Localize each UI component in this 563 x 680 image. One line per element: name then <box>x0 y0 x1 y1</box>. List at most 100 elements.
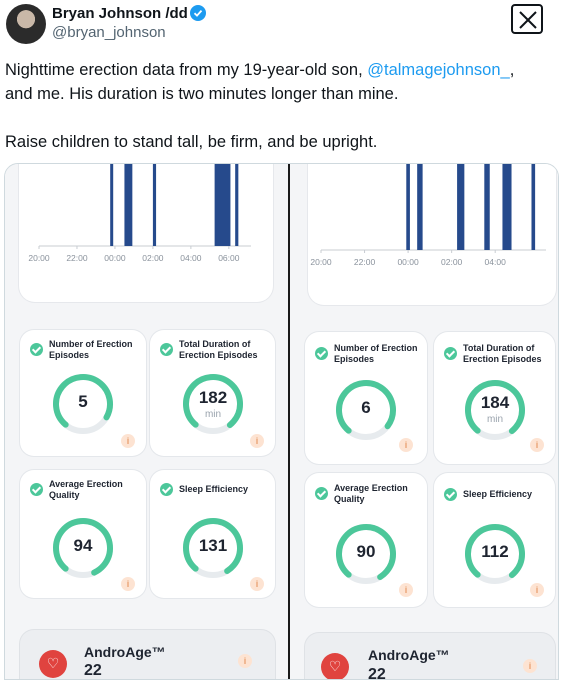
right-metric-episodes[interactable]: Number of Erection Episodes 6 i <box>305 332 427 464</box>
ring-progress <box>336 524 396 584</box>
right-metric-quality[interactable]: Average Erection Quality 90 i <box>305 473 427 607</box>
episode-bar <box>235 164 239 246</box>
info-icon[interactable]: i <box>399 583 413 597</box>
tweet-header: Bryan Johnson /dd @bryan_johnson <box>0 0 563 48</box>
x-tick-label: 20:00 <box>310 257 332 267</box>
heart-icon: ♡ <box>328 658 342 674</box>
check-icon <box>160 483 173 496</box>
x-tick-label: 22:00 <box>354 257 376 267</box>
episode-bar <box>406 164 410 250</box>
episode-bar <box>502 164 512 250</box>
ring-progress <box>183 518 243 578</box>
right-panel: 20:00 22:00 00:00 02:00 04:00 Number of Erec… <box>290 164 558 680</box>
left-panel: 20:00 22:00 00:00 02:00 04:00 06:00 Number of… <box>5 164 288 679</box>
x-tick-label: 04:00 <box>180 253 202 263</box>
right-metric-sleep[interactable]: Sleep Efficiency 112 i <box>434 473 555 607</box>
progress-ring <box>336 380 396 440</box>
panel-divider <box>288 164 290 679</box>
tweet-text: Nighttime erection data from my 19-year-… <box>5 58 555 154</box>
metric-unit: min <box>204 409 222 420</box>
check-icon <box>30 483 43 496</box>
androage-label: AndroAge™ <box>368 647 450 663</box>
left-androage-card[interactable]: ♡ AndroAge™ 22 i <box>20 630 275 679</box>
tweet-text-comma: , <box>509 61 515 79</box>
display-name[interactable]: Bryan Johnson /dd <box>52 5 188 22</box>
left-metric-sleep[interactable]: Sleep Efficiency 131 i <box>150 470 275 598</box>
tweet-media[interactable]: 20:00 22:00 00:00 02:00 04:00 06:00 Number of… <box>4 163 559 680</box>
info-icon[interactable]: i <box>530 438 544 452</box>
x-tick-label: 00:00 <box>397 257 419 267</box>
check-icon <box>444 347 457 360</box>
check-icon <box>30 343 43 356</box>
androage-label: AndroAge™ <box>84 644 166 660</box>
right-chart-card: 20:00 22:00 00:00 02:00 04:00 <box>308 164 556 305</box>
episode-bar <box>124 164 133 246</box>
x-logo-icon <box>519 11 537 29</box>
check-icon <box>315 347 328 360</box>
progress-ring <box>465 524 525 584</box>
episode-bar <box>531 164 536 250</box>
right-metric-duration[interactable]: Total Duration of Erection Episodes 184 … <box>434 332 555 464</box>
metric-title: Number of Erection Episodes <box>334 343 418 364</box>
metric-title: Sleep Efficiency <box>463 489 533 499</box>
episode-bar <box>110 164 114 246</box>
metric-value: 5 <box>78 392 88 411</box>
info-icon[interactable]: i <box>530 583 544 597</box>
metric-title: Average Erection Quality <box>49 479 123 500</box>
metric-title: Total Duration of Erection Episodes <box>179 339 258 360</box>
x-tick-label: 02:00 <box>441 257 463 267</box>
metric-title: Number of Erection Episodes <box>49 339 133 360</box>
x-tick-label: 00:00 <box>104 253 126 263</box>
left-metric-duration[interactable]: Total Duration of Erection Episodes 182 … <box>150 330 275 456</box>
metric-value: 90 <box>356 542 376 561</box>
avatar[interactable] <box>6 4 46 44</box>
left-chart-card: 20:00 22:00 00:00 02:00 04:00 06:00 <box>19 164 273 302</box>
tweet-text-line3: Raise children to stand tall, be firm, a… <box>5 133 378 151</box>
episode-bar <box>484 164 490 250</box>
ring-progress <box>52 374 113 434</box>
metric-value: 182 <box>198 388 228 407</box>
x-tick-label: 22:00 <box>66 253 88 263</box>
left-metric-quality[interactable]: Average Erection Quality 94 i <box>20 470 146 598</box>
info-icon[interactable]: i <box>250 577 264 591</box>
episode-bar <box>457 164 465 250</box>
info-icon[interactable]: i <box>121 577 135 591</box>
right-androage-card[interactable]: ♡ AndroAge™ 22 i <box>305 633 555 680</box>
progress-ring <box>465 380 525 440</box>
info-icon[interactable]: i <box>250 434 264 448</box>
handle[interactable]: @bryan_johnson <box>52 24 166 41</box>
episode-bar <box>152 164 157 246</box>
metric-title: Average Erection Quality <box>334 483 408 504</box>
metric-value: 184 <box>480 393 510 412</box>
androage-value: 22 <box>84 662 102 679</box>
info-icon[interactable]: i <box>523 659 537 673</box>
metric-value: 112 <box>481 542 509 561</box>
heart-badge: ♡ <box>39 650 67 678</box>
progress-ring <box>52 374 113 434</box>
progress-ring <box>52 518 113 578</box>
verified-badge-icon <box>190 5 206 21</box>
info-icon[interactable]: i <box>238 654 252 668</box>
metric-value: 131 <box>198 536 228 555</box>
info-icon[interactable]: i <box>121 434 135 448</box>
right-erection-chart: 20:00 22:00 00:00 02:00 04:00 <box>310 164 546 267</box>
ring-progress <box>52 518 113 578</box>
ring-progress <box>183 374 243 434</box>
mention-link[interactable]: @talmagejohnson_ <box>367 61 510 79</box>
check-icon <box>160 343 173 356</box>
left-metric-episodes[interactable]: Number of Erection Episodes 5 i <box>20 330 146 456</box>
ring-progress <box>336 380 396 440</box>
x-tick-label: 02:00 <box>142 253 164 263</box>
heart-icon: ♡ <box>46 655 60 671</box>
metric-value: 94 <box>73 536 93 555</box>
x-tick-label: 06:00 <box>218 253 240 263</box>
x-tick-label: 20:00 <box>28 253 50 263</box>
info-icon[interactable]: i <box>399 438 413 452</box>
progress-ring <box>183 518 243 578</box>
androage-value: 22 <box>368 666 386 680</box>
left-erection-chart: 20:00 22:00 00:00 02:00 04:00 06:00 <box>28 164 251 263</box>
metric-value: 6 <box>361 398 371 417</box>
tweet-text-line1: Nighttime erection data from my 19-year-… <box>5 61 368 79</box>
check-icon <box>315 487 328 500</box>
x-logo-button[interactable] <box>511 4 543 34</box>
